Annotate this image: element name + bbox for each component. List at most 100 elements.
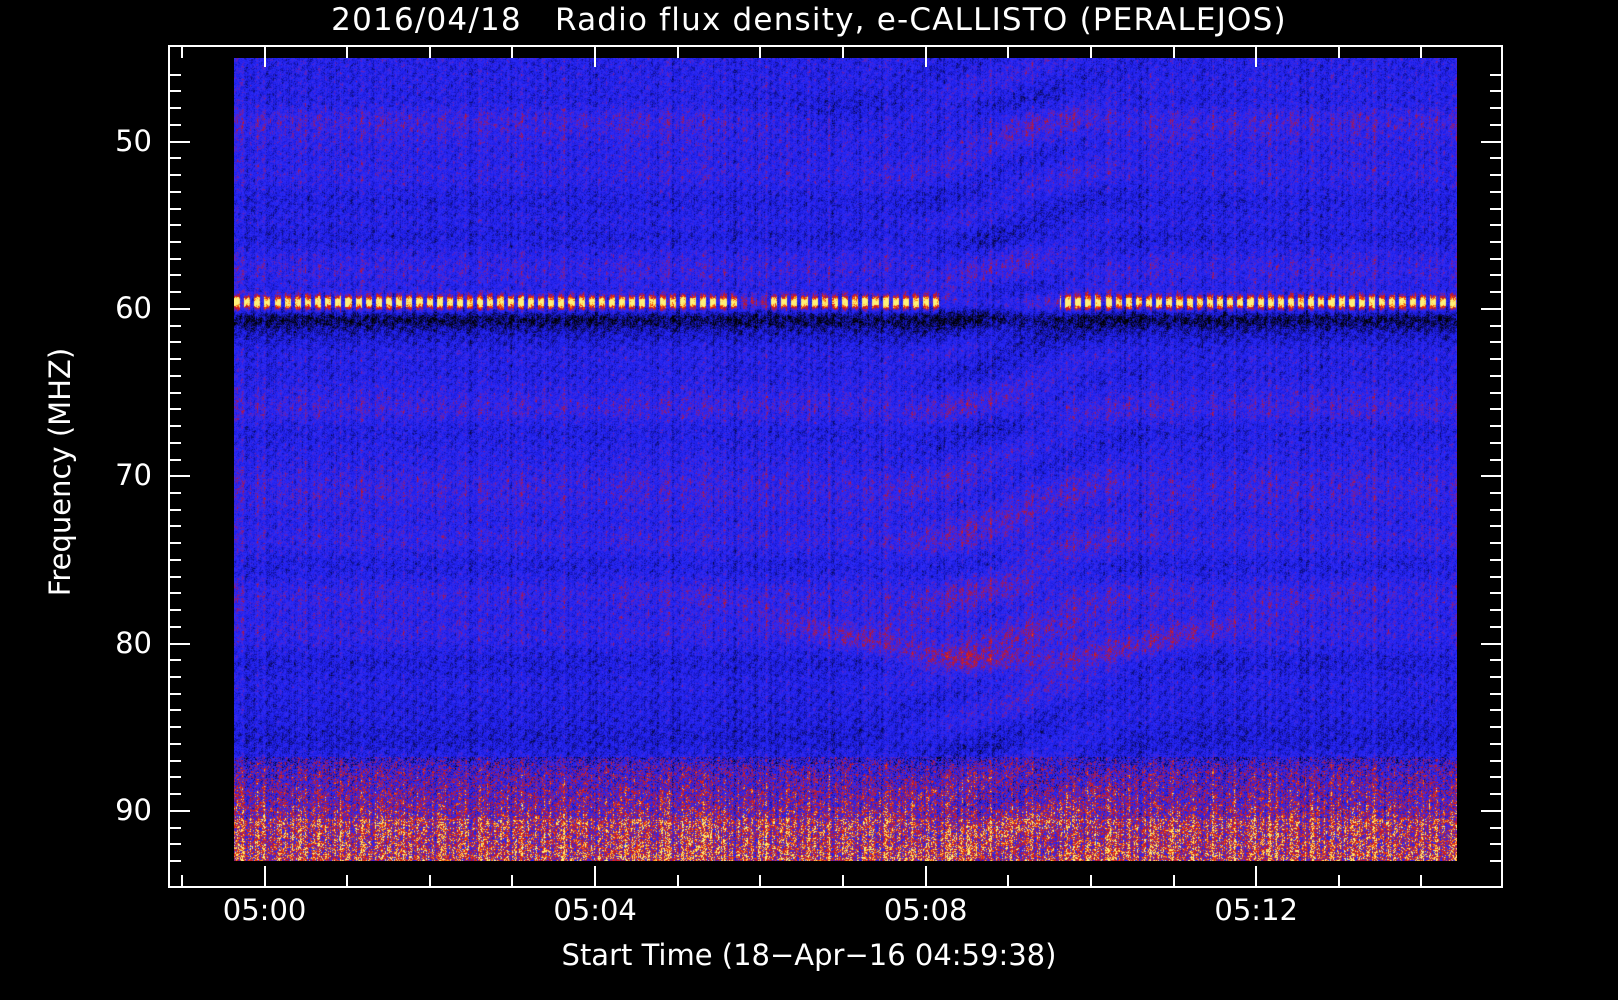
x-tick-label: 05:08 [883,893,968,927]
y-minor-tick [168,826,181,829]
y-minor-tick [168,123,181,126]
y-minor-tick [168,408,181,411]
y-minor-tick-right [1490,391,1503,394]
x-major-tick-top [594,45,597,67]
plot-frame [168,45,1503,888]
y-minor-tick-right [1490,241,1503,244]
y-minor-tick [168,843,181,846]
y-tick-label: 70 [115,458,152,493]
y-minor-tick [168,592,181,595]
y-minor-tick-right [1490,224,1503,227]
y-minor-tick-right [1490,107,1503,110]
y-minor-tick [168,692,181,695]
y-minor-tick [168,107,181,110]
y-minor-tick [168,324,181,327]
y-minor-tick [168,90,181,93]
x-minor-tick-top [676,45,679,58]
y-minor-tick-right [1490,525,1503,528]
y-minor-tick [168,776,181,779]
x-minor-tick [1007,875,1010,888]
x-minor-tick [1089,875,1092,888]
x-minor-tick [428,875,431,888]
y-minor-tick [168,241,181,244]
x-tick-label: 05:04 [553,893,637,927]
y-minor-tick-right [1490,625,1503,628]
x-minor-tick [511,875,514,888]
y-minor-tick-right [1490,860,1503,862]
y-tick-label: 80 [115,625,152,660]
y-tick-label: 50 [115,123,152,158]
x-minor-tick [1337,875,1340,888]
y-minor-tick [168,709,181,712]
y-minor-tick-right [1490,157,1503,160]
x-minor-tick-top [1007,45,1010,58]
x-major-tick [924,866,927,888]
y-minor-tick-right [1490,675,1503,678]
y-minor-tick-right [1490,408,1503,411]
y-minor-tick-right [1490,324,1503,327]
y-major-tick-right [1481,307,1503,310]
spectrogram-canvas [234,58,1457,861]
y-minor-tick [168,157,181,160]
y-minor-tick-right [1490,709,1503,712]
x-minor-tick [1420,875,1423,888]
y-minor-tick-right [1490,441,1503,444]
y-minor-tick-right [1490,458,1503,461]
y-major-tick [168,140,190,143]
y-minor-tick [168,742,181,745]
y-minor-tick-right [1490,291,1503,294]
x-major-tick [263,866,266,888]
y-minor-tick [168,759,181,762]
y-tick-label: 60 [115,290,152,325]
y-minor-tick [168,257,181,260]
y-minor-tick-right [1490,558,1503,561]
y-minor-tick [168,659,181,662]
y-minor-tick-right [1490,90,1503,93]
y-minor-tick [168,458,181,461]
x-minor-tick [676,875,679,888]
y-minor-tick [168,358,181,361]
y-minor-tick-right [1490,508,1503,511]
x-minor-tick-top [1420,45,1423,58]
y-minor-tick-right [1490,759,1503,762]
y-minor-tick [168,341,181,344]
y-minor-tick-right [1490,123,1503,126]
y-minor-tick-right [1490,609,1503,612]
y-minor-tick [168,508,181,511]
y-minor-tick-right [1490,190,1503,193]
x-major-tick-top [263,45,266,67]
y-minor-tick [168,73,181,76]
y-minor-tick-right [1490,793,1503,796]
y-minor-tick [168,609,181,612]
y-major-tick [168,809,190,812]
x-minor-tick-top [1172,45,1175,58]
y-minor-tick [168,224,181,227]
y-minor-tick [168,391,181,394]
y-minor-tick-right [1490,726,1503,729]
y-minor-tick [168,441,181,444]
y-minor-tick-right [1490,257,1503,260]
y-minor-tick [168,174,181,177]
y-minor-tick [168,374,181,377]
x-minor-tick-top [511,45,514,58]
x-minor-tick [180,875,183,888]
y-minor-tick [168,726,181,729]
y-minor-tick-right [1490,843,1503,846]
y-minor-tick [168,542,181,545]
y-minor-tick-right [1490,174,1503,177]
x-minor-tick [346,875,349,888]
x-minor-tick-top [1337,45,1340,58]
y-minor-tick-right [1490,73,1503,76]
y-minor-tick-right [1490,575,1503,578]
y-minor-tick-right [1490,207,1503,210]
y-minor-tick-right [1490,491,1503,494]
y-minor-tick [168,207,181,210]
x-minor-tick-top [180,45,183,58]
y-minor-tick [168,291,181,294]
x-minor-tick-top [428,45,431,58]
y-minor-tick-right [1490,742,1503,745]
y-minor-tick [168,274,181,277]
y-minor-tick [168,793,181,796]
y-minor-tick-right [1490,542,1503,545]
y-tick-label: 90 [115,792,152,827]
